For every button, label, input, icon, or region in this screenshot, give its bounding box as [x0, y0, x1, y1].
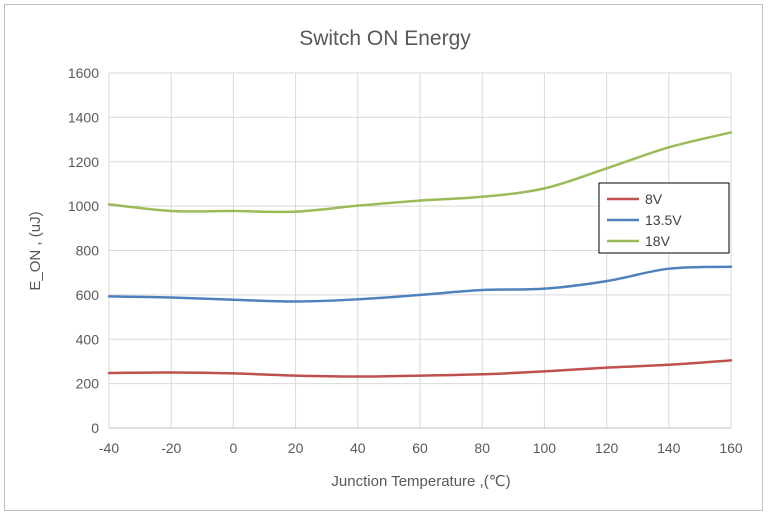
legend-label-13-5v: 13.5V: [645, 212, 682, 228]
x-axis-ticks: -40 -20 0 20 40 60 80 100 120 140 160: [99, 440, 743, 456]
x-tick-label: 80: [474, 440, 490, 456]
y-tick-label: 800: [76, 243, 100, 259]
chart-title: Switch ON Energy: [299, 27, 471, 50]
series-line-18v: [107, 131, 733, 214]
y-axis-ticks: 0 200 400 600 800 1000 1200 1400 1600: [68, 65, 99, 436]
x-tick-label: 0: [230, 440, 238, 456]
legend-label-8v: 8V: [645, 191, 663, 207]
line-chart: Switch ON Energy 02004006008001000120014…: [27, 27, 743, 490]
y-tick-label: 1200: [68, 154, 99, 170]
chart-frame: Switch ON Energy 0 200 400 600 800 1000 1200 14…: [4, 4, 763, 511]
x-axis-title: Junction Temperature ,(℃): [331, 473, 510, 490]
x-tick-label: 60: [412, 440, 428, 456]
series-line-13-5v: [107, 265, 733, 303]
x-tick-label: -20: [161, 440, 181, 456]
y-tick-label: 600: [76, 287, 100, 303]
y-tick-label: 400: [76, 331, 100, 347]
x-tick-label: 40: [350, 440, 366, 456]
x-tick-label: 120: [595, 440, 619, 456]
x-tick-label: 160: [719, 440, 743, 456]
legend-label-18v: 18V: [645, 233, 671, 249]
x-tick-label: -40: [99, 440, 119, 456]
x-tick-label: 100: [533, 440, 557, 456]
y-tick-label: 200: [76, 376, 100, 392]
y-tick-label: 0: [91, 420, 99, 436]
y-tick-label: 1000: [68, 198, 99, 214]
y-tick-label: 1400: [68, 109, 99, 125]
series-line-8v: [107, 359, 733, 378]
x-tick-label: 140: [657, 440, 681, 456]
series-lines: [107, 131, 733, 378]
legend: 8V 13.5V 18V: [598, 182, 730, 254]
y-tick-label: 1600: [68, 65, 99, 81]
x-tick-label: 20: [288, 440, 304, 456]
y-axis-title: E_ON , (uJ): [27, 211, 44, 290]
